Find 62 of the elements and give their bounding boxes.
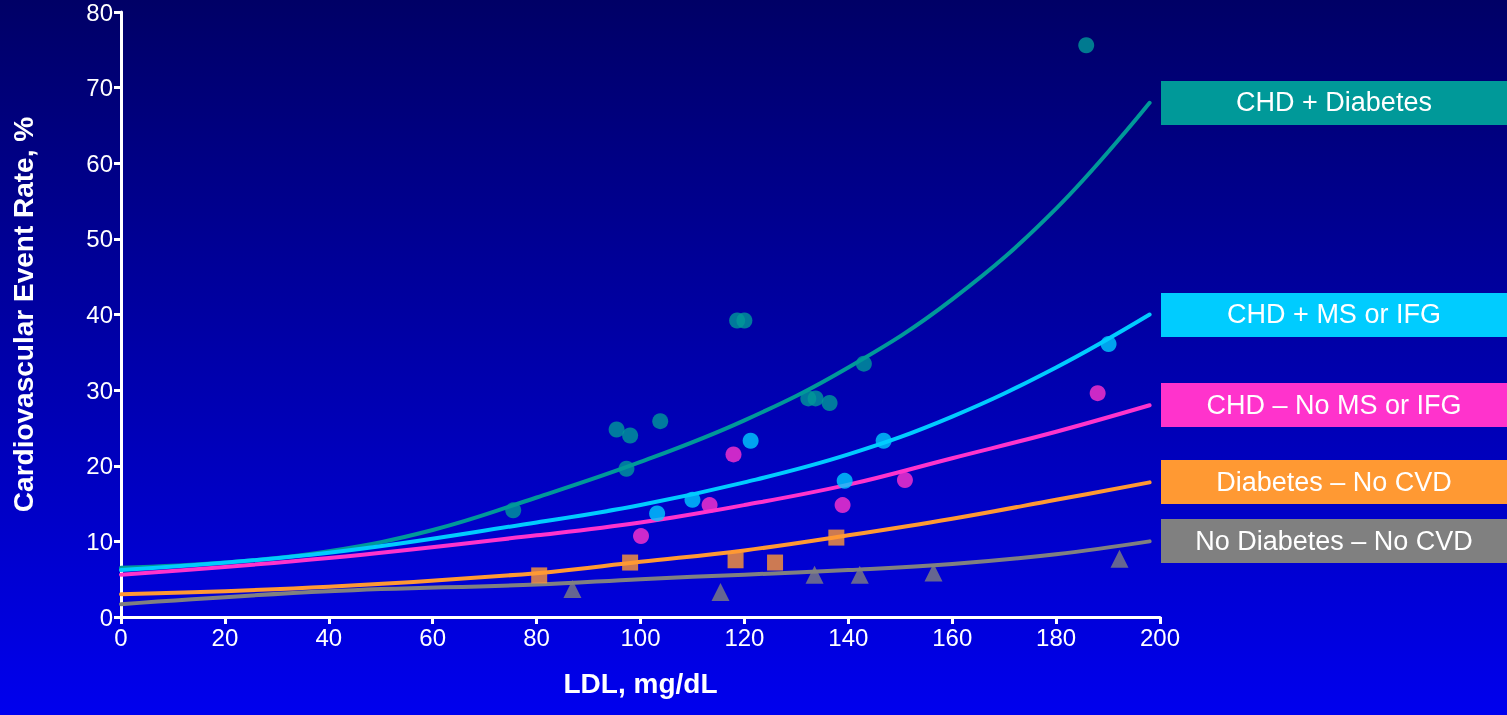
point bbox=[701, 497, 718, 514]
x-axis-title: LDL, mg/dL bbox=[563, 667, 718, 699]
x-tick-label: 160 bbox=[932, 623, 973, 651]
point bbox=[742, 432, 759, 449]
y-tick-label: 50 bbox=[86, 225, 113, 253]
y-tick-label: 10 bbox=[86, 527, 113, 555]
text: CHD + MS or IFG bbox=[1161, 292, 1507, 337]
y-tick-label: 70 bbox=[86, 74, 113, 102]
series-label: No Diabetes – No CVD bbox=[1161, 519, 1507, 564]
text: CHD – No MS or IFG bbox=[1161, 383, 1507, 428]
point bbox=[1089, 385, 1106, 402]
x-tick-label: 140 bbox=[828, 623, 869, 651]
line-series bbox=[119, 539, 1152, 607]
x-tick-label: 40 bbox=[315, 623, 343, 651]
x-tick-label: 180 bbox=[1036, 623, 1077, 651]
point bbox=[725, 446, 742, 463]
point bbox=[1110, 549, 1129, 568]
point bbox=[767, 554, 784, 571]
point bbox=[649, 505, 666, 522]
y-tick-label: 20 bbox=[86, 452, 113, 480]
point bbox=[834, 497, 851, 514]
point bbox=[855, 355, 872, 372]
point bbox=[622, 427, 639, 444]
point bbox=[684, 491, 701, 508]
x-tick-label: 200 bbox=[1139, 623, 1181, 651]
text: CHD + Diabetes bbox=[1161, 80, 1507, 125]
point bbox=[531, 567, 548, 584]
x-tick-label: 20 bbox=[211, 623, 239, 651]
point bbox=[896, 472, 913, 489]
point bbox=[1100, 336, 1117, 352]
point bbox=[821, 394, 838, 411]
y-tick-label: 40 bbox=[86, 301, 113, 328]
point bbox=[622, 554, 639, 571]
line-series bbox=[119, 312, 1152, 573]
point bbox=[618, 460, 635, 477]
point bbox=[608, 421, 625, 438]
point bbox=[563, 580, 582, 599]
y-tick-label: 30 bbox=[86, 376, 113, 404]
point bbox=[736, 312, 753, 329]
line-series bbox=[119, 403, 1152, 577]
y-tick-label: 60 bbox=[86, 149, 113, 177]
point bbox=[505, 502, 522, 519]
point bbox=[807, 390, 824, 407]
point bbox=[633, 528, 650, 545]
line-series bbox=[119, 480, 1152, 597]
point bbox=[727, 552, 744, 569]
x-tick-label: 100 bbox=[620, 623, 661, 651]
point bbox=[875, 432, 892, 449]
point bbox=[805, 565, 824, 584]
text: Diabetes – No CVD bbox=[1161, 460, 1507, 505]
point bbox=[652, 413, 669, 430]
y-axis-title: Cardiovascular Event Rate, % bbox=[7, 116, 39, 513]
x-tick-label: 60 bbox=[419, 623, 447, 651]
point bbox=[1078, 37, 1095, 54]
point bbox=[711, 583, 730, 602]
x-tick-label: 120 bbox=[724, 623, 765, 651]
y-tick-label: 0 bbox=[99, 603, 113, 631]
point bbox=[828, 529, 845, 546]
x-tick-label: 80 bbox=[523, 623, 550, 651]
point bbox=[836, 472, 853, 489]
y-tick-label: 80 bbox=[86, 0, 113, 26]
point bbox=[850, 565, 869, 584]
